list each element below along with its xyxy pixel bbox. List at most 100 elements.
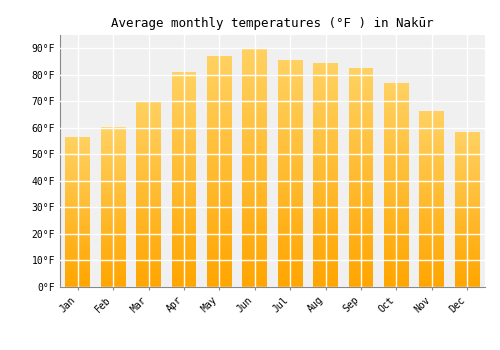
- Bar: [348, 267, 374, 268]
- Bar: [313, 248, 338, 249]
- Bar: [384, 189, 409, 190]
- Bar: [384, 167, 409, 168]
- Bar: [136, 214, 161, 215]
- Bar: [100, 136, 126, 137]
- Bar: [384, 252, 409, 253]
- Bar: [384, 196, 409, 197]
- Bar: [100, 152, 126, 153]
- Bar: [242, 151, 267, 152]
- Bar: [136, 104, 161, 105]
- Bar: [384, 187, 409, 188]
- Bar: [136, 261, 161, 262]
- Bar: [207, 274, 232, 275]
- Bar: [420, 144, 444, 145]
- Bar: [100, 230, 126, 231]
- Bar: [66, 178, 90, 179]
- Bar: [100, 126, 126, 127]
- Bar: [313, 172, 338, 173]
- Bar: [278, 110, 302, 111]
- Bar: [100, 226, 126, 227]
- Bar: [278, 229, 302, 230]
- Bar: [348, 68, 374, 69]
- Bar: [242, 202, 267, 203]
- Bar: [420, 267, 444, 268]
- Bar: [313, 161, 338, 163]
- Bar: [420, 237, 444, 238]
- Bar: [136, 177, 161, 178]
- Bar: [384, 178, 409, 179]
- Bar: [348, 139, 374, 140]
- Bar: [172, 170, 196, 171]
- Bar: [172, 173, 196, 174]
- Bar: [172, 163, 196, 164]
- Bar: [313, 160, 338, 161]
- Bar: [455, 168, 479, 169]
- Bar: [172, 252, 196, 253]
- Bar: [278, 261, 302, 262]
- Bar: [66, 174, 90, 175]
- Bar: [136, 237, 161, 238]
- Bar: [207, 114, 232, 115]
- Bar: [278, 83, 302, 84]
- Bar: [384, 108, 409, 109]
- Bar: [420, 234, 444, 235]
- Bar: [66, 198, 90, 199]
- Bar: [242, 221, 267, 223]
- Bar: [172, 107, 196, 108]
- Bar: [384, 188, 409, 189]
- Bar: [66, 242, 90, 243]
- Bar: [66, 259, 90, 260]
- Bar: [313, 208, 338, 209]
- Bar: [242, 147, 267, 148]
- Bar: [100, 158, 126, 159]
- Bar: [278, 175, 302, 176]
- Bar: [455, 211, 479, 212]
- Bar: [455, 274, 479, 275]
- Bar: [172, 114, 196, 115]
- Bar: [313, 108, 338, 109]
- Bar: [313, 214, 338, 215]
- Bar: [313, 70, 338, 71]
- Bar: [348, 97, 374, 98]
- Bar: [136, 106, 161, 107]
- Bar: [313, 261, 338, 262]
- Bar: [313, 281, 338, 282]
- Bar: [384, 103, 409, 104]
- Bar: [384, 154, 409, 155]
- Bar: [455, 149, 479, 150]
- Bar: [278, 111, 302, 112]
- Bar: [420, 189, 444, 190]
- Bar: [242, 272, 267, 273]
- Bar: [207, 150, 232, 151]
- Bar: [278, 180, 302, 182]
- Bar: [66, 196, 90, 197]
- Bar: [66, 209, 90, 210]
- Bar: [278, 109, 302, 110]
- Bar: [242, 78, 267, 79]
- Bar: [172, 92, 196, 93]
- Bar: [455, 187, 479, 188]
- Bar: [313, 129, 338, 130]
- Bar: [348, 272, 374, 273]
- Bar: [420, 239, 444, 240]
- Bar: [348, 177, 374, 178]
- Bar: [455, 282, 479, 283]
- Bar: [348, 208, 374, 209]
- Bar: [348, 247, 374, 249]
- Bar: [242, 183, 267, 184]
- Bar: [172, 157, 196, 158]
- Bar: [136, 212, 161, 213]
- Bar: [384, 274, 409, 275]
- Bar: [207, 123, 232, 124]
- Bar: [420, 221, 444, 222]
- Bar: [455, 275, 479, 276]
- Bar: [136, 194, 161, 195]
- Bar: [100, 177, 126, 178]
- Bar: [278, 170, 302, 172]
- Bar: [207, 69, 232, 70]
- Bar: [242, 163, 267, 164]
- Bar: [278, 118, 302, 119]
- Bar: [66, 188, 90, 189]
- Bar: [384, 283, 409, 284]
- Bar: [207, 236, 232, 237]
